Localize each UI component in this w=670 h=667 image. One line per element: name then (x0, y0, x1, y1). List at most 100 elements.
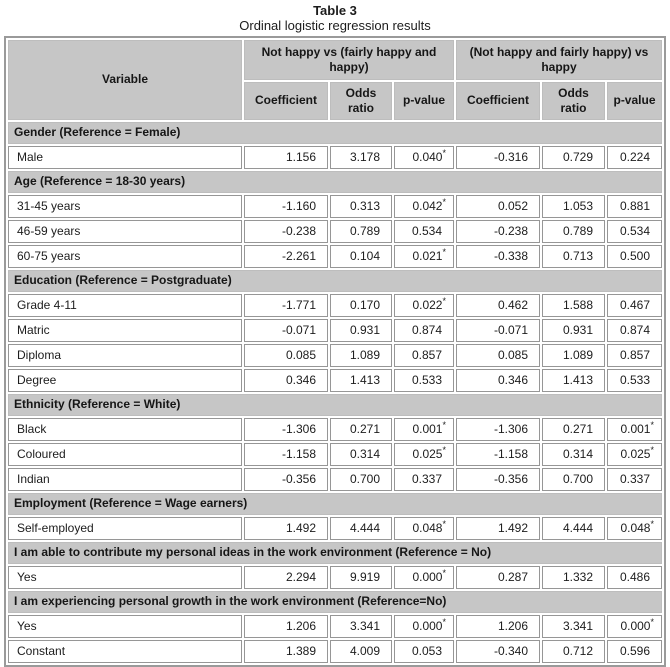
odds-ratio-header-1: Odds ratio (330, 81, 392, 120)
section-header-row: Age (Reference = 18-30 years) (8, 170, 662, 193)
value-cell: 0.053 (394, 639, 454, 663)
value-cell: 0.021* (394, 244, 454, 268)
value-cell: 0.700 (330, 467, 392, 491)
value-cell: -1.158 (456, 442, 540, 466)
row-label: Yes (8, 565, 242, 589)
odds-ratio-header-2: Odds ratio (542, 81, 605, 120)
significance-asterisk: * (442, 616, 446, 627)
row-label: Diploma (8, 343, 242, 367)
value-cell: 0.337 (394, 467, 454, 491)
value-cell: -1.771 (244, 293, 328, 317)
value-cell: 0.314 (542, 442, 605, 466)
value-cell: 0.533 (394, 368, 454, 392)
value-cell: 0.104 (330, 244, 392, 268)
row-label: Black (8, 417, 242, 441)
section-header-label: I am able to contribute my personal idea… (8, 541, 662, 564)
value-cell: 4.009 (330, 639, 392, 663)
table-row: Yes 1.206 3.341 0.000* 1.206 3.341 0.000* (8, 614, 662, 638)
value-cell: 1.492 (456, 516, 540, 540)
value-cell: 0.462 (456, 293, 540, 317)
value-cell: -1.160 (244, 194, 328, 218)
value-cell: -2.261 (244, 244, 328, 268)
value-cell: 0.874 (607, 318, 662, 342)
table-row: Diploma 0.085 1.089 0.857 0.085 1.089 0.857 (8, 343, 662, 367)
value-cell: 0.713 (542, 244, 605, 268)
value-cell: 0.025* (394, 442, 454, 466)
coefficient-header-1: Coefficient (244, 81, 328, 120)
significance-asterisk: * (650, 444, 654, 455)
value-cell: 3.341 (542, 614, 605, 638)
table-row: Self-employed 1.492 4.444 0.048* 1.492 4.444 0… (8, 516, 662, 540)
table-row: Yes 2.294 9.919 0.000* 0.287 1.332 0.486 (8, 565, 662, 589)
value-cell: 1.413 (330, 368, 392, 392)
value-cell: 1.332 (542, 565, 605, 589)
value-cell: 0.500 (607, 244, 662, 268)
row-label: Degree (8, 368, 242, 392)
value-cell: 1.089 (542, 343, 605, 367)
value-cell: 0.874 (394, 318, 454, 342)
table-row: Degree 0.346 1.413 0.533 0.346 1.413 0.533 (8, 368, 662, 392)
value-cell: 4.444 (542, 516, 605, 540)
value-cell: 0.085 (456, 343, 540, 367)
value-cell: -0.356 (244, 467, 328, 491)
section-header-row: Gender (Reference = Female) (8, 121, 662, 144)
value-cell: 0.931 (542, 318, 605, 342)
value-cell: 0.596 (607, 639, 662, 663)
value-cell: -1.158 (244, 442, 328, 466)
value-cell: -0.316 (456, 145, 540, 169)
value-cell: 4.444 (330, 516, 392, 540)
value-cell: 0.085 (244, 343, 328, 367)
significance-asterisk: * (442, 295, 446, 306)
value-cell: 0.042* (394, 194, 454, 218)
section-header-row: Education (Reference = Postgraduate) (8, 269, 662, 292)
value-cell: 0.000* (394, 565, 454, 589)
section-header-label: Gender (Reference = Female) (8, 121, 662, 144)
section-header-row: I am able to contribute my personal idea… (8, 541, 662, 564)
value-cell: 0.789 (542, 219, 605, 243)
table-number-title: Table 3 (313, 3, 357, 18)
table-row: Coloured -1.158 0.314 0.025* -1.158 0.314 0.02… (8, 442, 662, 466)
value-cell: 0.287 (456, 565, 540, 589)
value-cell: 0.857 (394, 343, 454, 367)
significance-asterisk: * (650, 616, 654, 627)
row-label: Yes (8, 614, 242, 638)
significance-asterisk: * (442, 567, 446, 578)
value-cell: 3.178 (330, 145, 392, 169)
table-row: Indian -0.356 0.700 0.337 -0.356 0.700 0.337 (8, 467, 662, 491)
value-cell: 9.919 (330, 565, 392, 589)
table-caption: Table 3 Ordinal logistic regression resu… (0, 0, 670, 34)
section-header-label: Ethnicity (Reference = White) (8, 393, 662, 416)
value-cell: 1.089 (330, 343, 392, 367)
value-cell: 0.022* (394, 293, 454, 317)
value-cell: 0.000* (394, 614, 454, 638)
value-cell: 1.389 (244, 639, 328, 663)
p-value-header-2: p-value (607, 81, 662, 120)
value-cell: 1.053 (542, 194, 605, 218)
value-cell: 0.224 (607, 145, 662, 169)
sub-header-row: Coefficient Odds ratio p-value Coefficie… (8, 81, 662, 120)
row-label: Coloured (8, 442, 242, 466)
value-cell: 0.313 (330, 194, 392, 218)
row-label: Grade 4-11 (8, 293, 242, 317)
value-cell: 0.040* (394, 145, 454, 169)
significance-asterisk: * (442, 444, 446, 455)
table-row: 31-45 years -1.160 0.313 0.042* 0.052 1.053 0.… (8, 194, 662, 218)
significance-asterisk: * (442, 419, 446, 430)
group-header-row: Variable Not happy vs (fairly happy and … (8, 39, 662, 120)
significance-asterisk: * (442, 147, 446, 158)
value-cell: 0.729 (542, 145, 605, 169)
value-cell: 1.413 (542, 368, 605, 392)
table-row: Grade 4-11 -1.771 0.170 0.022* 0.462 1.588 0.4… (8, 293, 662, 317)
value-cell: -0.071 (456, 318, 540, 342)
section-header-row: I am experiencing personal growth in the… (8, 590, 662, 613)
value-cell: 0.857 (607, 343, 662, 367)
section-header-label: Age (Reference = 18-30 years) (8, 170, 662, 193)
section-header-label: I am experiencing personal growth in the… (8, 590, 662, 613)
value-cell: 0.700 (542, 467, 605, 491)
value-cell: 0.789 (330, 219, 392, 243)
value-cell: 0.346 (456, 368, 540, 392)
value-cell: -0.238 (456, 219, 540, 243)
value-cell: 0.052 (456, 194, 540, 218)
section-header-row: Ethnicity (Reference = White) (8, 393, 662, 416)
significance-asterisk: * (650, 518, 654, 529)
